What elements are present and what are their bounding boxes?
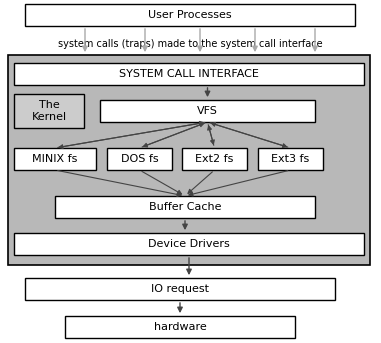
Bar bbox=[14, 94, 84, 128]
Bar bbox=[25, 278, 335, 300]
Bar bbox=[258, 148, 323, 170]
Text: Device Drivers: Device Drivers bbox=[148, 239, 230, 249]
Bar bbox=[107, 148, 172, 170]
Bar bbox=[14, 148, 96, 170]
Text: system calls (traps) made to the system call interface: system calls (traps) made to the system … bbox=[58, 39, 323, 49]
Text: Ext2 fs: Ext2 fs bbox=[195, 154, 234, 164]
Text: Ext3 fs: Ext3 fs bbox=[271, 154, 310, 164]
Text: VFS: VFS bbox=[197, 106, 218, 116]
Bar bbox=[182, 148, 247, 170]
Text: MINIX fs: MINIX fs bbox=[32, 154, 78, 164]
Bar bbox=[55, 196, 315, 218]
Text: The
Kernel: The Kernel bbox=[32, 100, 67, 122]
Text: User Processes: User Processes bbox=[148, 10, 232, 20]
Text: IO request: IO request bbox=[151, 284, 209, 294]
Text: hardware: hardware bbox=[154, 322, 207, 332]
Bar bbox=[14, 233, 364, 255]
Text: DOS fs: DOS fs bbox=[121, 154, 158, 164]
Bar bbox=[14, 63, 364, 85]
Bar bbox=[8, 55, 370, 265]
Bar bbox=[25, 4, 355, 26]
Text: Buffer Cache: Buffer Cache bbox=[149, 202, 221, 212]
Bar bbox=[100, 100, 315, 122]
Bar bbox=[65, 316, 295, 338]
Text: SYSTEM CALL INTERFACE: SYSTEM CALL INTERFACE bbox=[119, 69, 259, 79]
